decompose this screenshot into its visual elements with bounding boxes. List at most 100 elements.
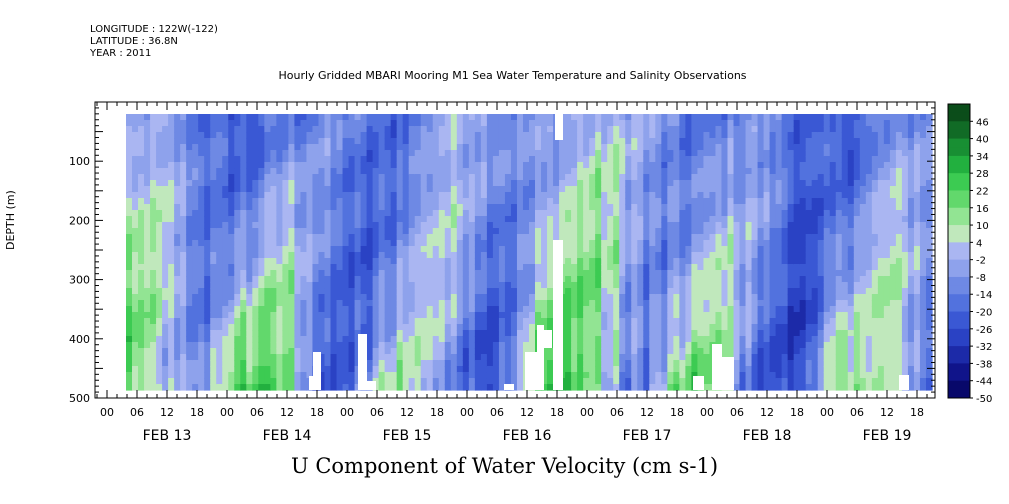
heatmap-cell [733,282,741,289]
heatmap-cell [583,234,590,241]
heatmap-cell [336,234,344,241]
heatmap-cell [276,222,283,229]
heatmap-cell [601,330,608,337]
heatmap-cell [408,330,416,337]
heatmap-cell [679,354,686,361]
heatmap-cell [547,252,554,259]
heatmap-cell [336,132,344,139]
heatmap-cell [246,300,253,307]
heatmap-cell [577,384,584,391]
heatmap-cell [126,384,133,391]
heatmap-cell [264,258,271,265]
heatmap-cell [571,336,578,343]
heatmap-cell [246,204,253,211]
heatmap-cell [751,354,759,361]
heatmap-cell [685,174,692,181]
heatmap-cell [234,162,241,169]
heatmap-cell [727,204,735,211]
heatmap-cell [192,294,199,301]
heatmap-cell [631,114,638,121]
heatmap-cell [402,222,410,229]
heatmap-cell [547,156,554,163]
heatmap-cell [535,276,542,283]
heatmap-cell [192,342,199,349]
heatmap-cell [432,372,440,379]
heatmap-cell [348,144,356,151]
heatmap-cell [595,246,602,253]
heatmap-cell [156,306,163,313]
heatmap-cell [342,276,350,283]
heatmap-cell [216,240,223,247]
heatmap-cell [697,210,705,217]
heatmap-cell [282,384,289,391]
heatmap-cell [739,324,747,331]
heatmap-cell [643,162,650,169]
heatmap-cell [192,222,199,229]
heatmap-cell [498,114,506,121]
heatmap-cell [504,312,512,319]
heatmap-cell [462,126,470,133]
heatmap-cell [336,198,344,205]
heatmap-cell [210,330,217,337]
heatmap-cell [745,306,753,313]
heatmap-cell [685,240,692,247]
heatmap-cell [318,186,326,193]
heatmap-cell [408,270,416,277]
heatmap-cell [571,342,578,349]
heatmap-cell [360,228,368,235]
heatmap-cell [150,156,157,163]
heatmap-cell [288,282,296,289]
heatmap-cell [426,378,434,385]
heatmap-cell [565,210,572,217]
heatmap-cell [264,252,271,259]
heatmap-cell [577,306,584,313]
heatmap-cell [318,294,326,301]
heatmap-cell [571,366,578,373]
heatmap-cell [132,264,139,271]
heatmap-cell [258,336,265,343]
heatmap-cell [126,168,133,175]
heatmap-cell [252,348,259,355]
heatmap-cell [300,246,308,253]
heatmap-cell [649,384,656,391]
heatmap-cell [727,252,735,259]
heatmap-cell [649,240,656,247]
heatmap-cell [577,210,584,217]
heatmap-cell [733,258,741,265]
heatmap-cell [601,168,608,175]
heatmap-cell [384,180,392,187]
heatmap-cell [595,156,602,163]
heatmap-cell [240,132,247,139]
heatmap-cell [769,156,777,163]
heatmap-cell [126,348,133,355]
heatmap-cell [198,348,205,355]
heatmap-cell [318,132,326,139]
heatmap-cell [312,156,320,163]
heatmap-cell [757,330,765,337]
heatmap-cell [198,336,205,343]
heatmap-cell [144,192,151,199]
heatmap-cell [414,126,422,133]
heatmap-cell [649,360,656,367]
heatmap-cell [456,192,464,199]
heatmap-cell [607,354,614,361]
heatmap-cell [529,294,536,301]
heatmap-cell [444,258,452,265]
heatmap-cell [474,306,482,313]
heatmap-cell [637,288,644,295]
heatmap-cell [432,138,440,145]
heatmap-cell [294,288,302,295]
heatmap-cell [510,354,518,361]
heatmap-cell [565,270,572,277]
heatmap-cell [691,174,699,181]
heatmap-cell [589,180,596,187]
heatmap-cell [168,138,175,145]
heatmap-cell [733,270,741,277]
heatmap-cell [174,120,181,127]
heatmap-cell [216,234,223,241]
heatmap-cell [174,372,181,379]
heatmap-cell [132,378,139,385]
heatmap-cell [174,198,181,205]
heatmap-cell [252,120,259,127]
heatmap-cell [276,216,283,223]
